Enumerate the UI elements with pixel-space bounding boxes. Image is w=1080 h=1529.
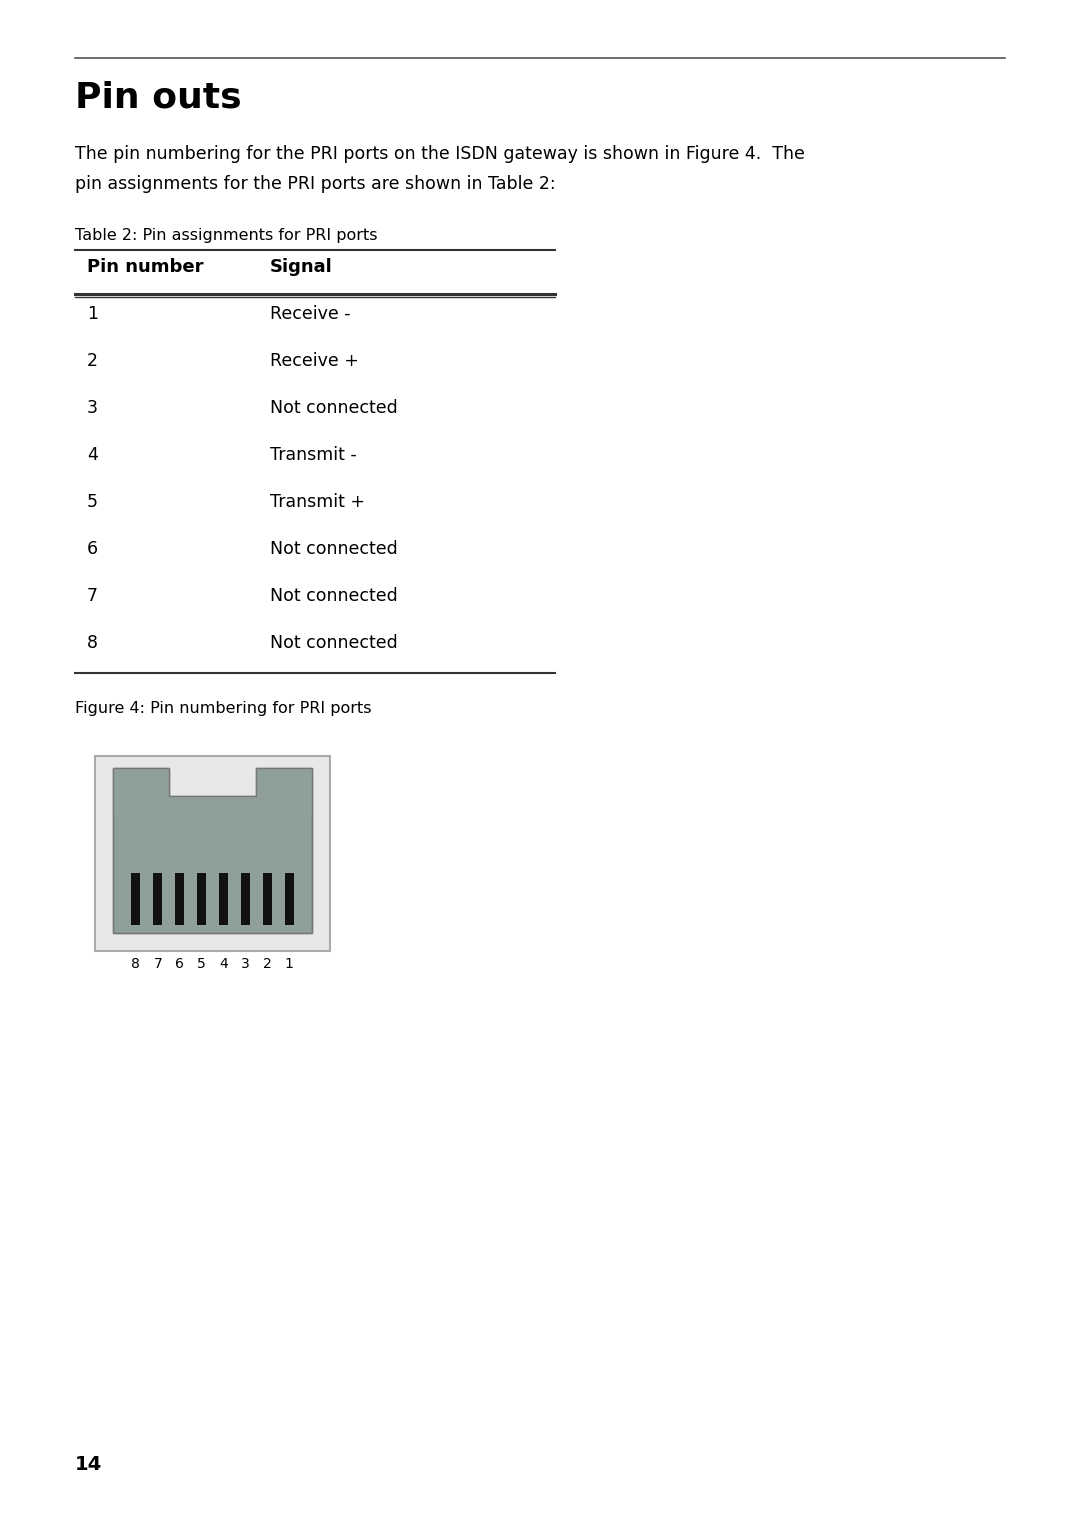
Text: Receive +: Receive + (270, 352, 359, 370)
Text: 8: 8 (132, 957, 140, 971)
Text: pin assignments for the PRI ports are shown in Table 2:: pin assignments for the PRI ports are sh… (75, 174, 555, 193)
Text: 1: 1 (285, 957, 294, 971)
Text: Pin outs: Pin outs (75, 80, 242, 115)
Bar (241, 873, 249, 925)
Text: 4: 4 (87, 446, 98, 463)
Text: Not connected: Not connected (270, 587, 397, 605)
Text: Not connected: Not connected (270, 399, 397, 417)
Polygon shape (113, 768, 312, 933)
Text: Not connected: Not connected (270, 635, 397, 651)
Text: 5: 5 (198, 957, 206, 971)
Bar (153, 873, 162, 925)
Text: 4: 4 (219, 957, 228, 971)
Text: 5: 5 (87, 492, 98, 511)
Text: Figure 4: Pin numbering for PRI ports: Figure 4: Pin numbering for PRI ports (75, 700, 372, 716)
Text: Transmit +: Transmit + (270, 492, 365, 511)
Bar (197, 873, 206, 925)
Text: 3: 3 (241, 957, 249, 971)
Text: Signal: Signal (270, 258, 333, 277)
Text: 1: 1 (87, 304, 98, 323)
Text: The pin numbering for the PRI ports on the ISDN gateway is shown in Figure 4.  T: The pin numbering for the PRI ports on t… (75, 145, 805, 164)
Text: 7: 7 (87, 587, 98, 605)
Bar (175, 873, 185, 925)
Bar (219, 873, 228, 925)
Text: 7: 7 (153, 957, 162, 971)
Text: 2: 2 (87, 352, 98, 370)
Text: Not connected: Not connected (270, 540, 397, 558)
Polygon shape (113, 768, 312, 816)
Text: Table 2: Pin assignments for PRI ports: Table 2: Pin assignments for PRI ports (75, 228, 378, 243)
Text: Transmit -: Transmit - (270, 446, 356, 463)
Text: 2: 2 (262, 957, 271, 971)
Text: 14: 14 (75, 1456, 103, 1474)
Bar (284, 873, 294, 925)
Bar (95, 755, 330, 951)
Text: Pin number: Pin number (87, 258, 203, 277)
Text: Receive -: Receive - (270, 304, 351, 323)
Text: 6: 6 (175, 957, 184, 971)
Text: 3: 3 (87, 399, 98, 417)
Text: 6: 6 (87, 540, 98, 558)
Bar (262, 873, 272, 925)
Bar (132, 873, 140, 925)
Text: 8: 8 (87, 635, 98, 651)
